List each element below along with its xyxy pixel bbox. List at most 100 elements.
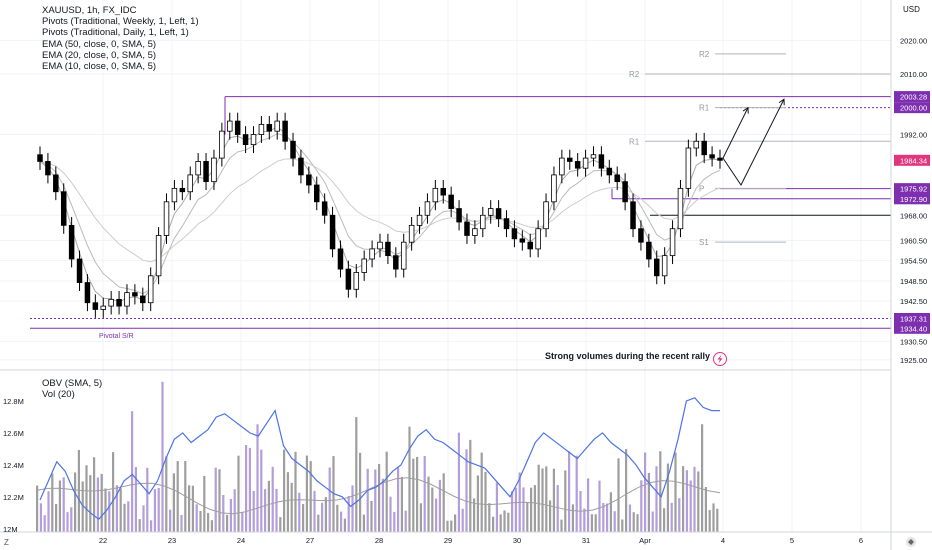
candle-body xyxy=(574,161,581,169)
candle-body xyxy=(298,157,304,176)
volume-bar xyxy=(359,452,362,532)
volume-bar xyxy=(256,424,259,532)
volume-bar xyxy=(511,491,514,532)
volume-bar xyxy=(659,451,662,532)
volume-bar xyxy=(587,478,590,532)
volume-bar xyxy=(36,485,39,532)
legend-ema-10[interactable]: EMA (10, close, 0, SMA, 5) xyxy=(42,61,157,73)
arrow-head xyxy=(742,106,749,114)
candle-body xyxy=(195,161,201,176)
symbol-title[interactable]: XAUUSD, 1h, FX_IDC xyxy=(42,5,137,16)
candle-body xyxy=(464,221,470,236)
volume-bar xyxy=(537,464,540,532)
legend-ema-50[interactable]: EMA (50, close, 0, SMA, 5) xyxy=(42,38,157,50)
legend-weekly-pivots[interactable]: Pivots (Traditional, Weekly, 1, Left, 1) xyxy=(42,16,199,28)
volume-bar xyxy=(583,508,586,532)
candle-body xyxy=(124,292,130,307)
volume-bar xyxy=(655,466,658,532)
candle-body xyxy=(108,298,114,307)
volume-bar xyxy=(423,455,426,532)
volume-bar xyxy=(298,492,301,532)
volume-bar xyxy=(663,508,666,532)
legend-daily-pivots[interactable]: Pivots (Traditional, Daily, 1, Left, 1) xyxy=(42,27,189,39)
candle-body xyxy=(179,187,186,193)
legend-vol[interactable]: Vol (20) xyxy=(42,389,75,401)
volume-bar xyxy=(81,481,84,532)
candle-body xyxy=(598,154,605,169)
tradingview-logo[interactable] xyxy=(906,537,916,547)
price-axis[interactable]: 2020.00 2010.00 1992.00 1968.00 1960.50 1954.… xyxy=(900,36,927,365)
price-badge-text: 1937.31 xyxy=(900,315,927,324)
volume-bar xyxy=(488,503,491,532)
volume-bar xyxy=(678,498,681,532)
candle-body xyxy=(567,157,573,162)
candle-body xyxy=(606,167,613,176)
volume-bar xyxy=(55,503,58,532)
lightning-icon[interactable] xyxy=(713,352,727,366)
candle-body xyxy=(440,187,447,196)
price-badge xyxy=(894,102,930,114)
volume-bars xyxy=(35,381,721,532)
candle-body xyxy=(171,187,178,203)
volume-bar xyxy=(195,504,198,532)
price-badge xyxy=(894,91,930,103)
volume-bar xyxy=(549,500,552,532)
volume-bar xyxy=(188,485,191,532)
volume-bar xyxy=(336,504,339,532)
volume-bar xyxy=(393,511,396,532)
volume-bar xyxy=(70,507,73,532)
volume-bar xyxy=(442,473,445,532)
legend-ema-20[interactable]: EMA (20, close, 0, SMA, 5) xyxy=(42,49,157,61)
volume-bar xyxy=(400,476,403,532)
candle-body xyxy=(432,187,439,203)
volume-bar xyxy=(408,426,411,532)
volume-bar xyxy=(271,466,274,532)
time-axis[interactable]: 22 23 24 27 28 29 30 31 Apr 4 5 6 xyxy=(99,536,863,545)
volume-bar xyxy=(716,508,719,532)
candle-body xyxy=(274,120,280,132)
candle-body xyxy=(163,201,170,236)
volume-bar xyxy=(169,509,172,532)
volume-bar xyxy=(218,469,221,532)
candle-body xyxy=(456,208,462,223)
legend-obv[interactable]: OBV (SMA, 5) xyxy=(42,378,103,389)
volume-bar xyxy=(697,471,700,532)
candle-body xyxy=(250,134,257,146)
candle-body xyxy=(76,258,83,283)
volume-tick: 12M xyxy=(3,525,18,534)
volume-bar xyxy=(499,514,502,532)
volume-bar xyxy=(617,458,620,532)
volume-bar xyxy=(632,512,635,532)
candle-body xyxy=(590,154,597,159)
candle-body xyxy=(622,181,628,203)
volume-axis[interactable]: 12.8M 12.6M 12.4M 12.2M 12M xyxy=(3,397,24,534)
candle-body xyxy=(519,238,526,243)
volume-bar xyxy=(404,510,407,532)
volume-bar xyxy=(495,482,498,532)
pivot-lines: R2 R2 R1 R1 P S1 xyxy=(629,50,891,247)
pivot-label: R1 xyxy=(629,137,640,146)
candle-body xyxy=(717,157,723,161)
volume-bar xyxy=(66,512,69,532)
volume-bar xyxy=(321,502,324,532)
candle-body xyxy=(630,201,636,230)
timezone-toggle[interactable]: Z xyxy=(4,538,9,547)
volume-bar xyxy=(229,498,232,532)
candle-body xyxy=(369,248,375,260)
volume-bar xyxy=(427,476,430,532)
volume-bar xyxy=(134,467,137,532)
volume-bar xyxy=(43,515,46,532)
volume-bar xyxy=(85,465,88,532)
volume-bar xyxy=(328,467,331,532)
volume-bar xyxy=(598,480,601,532)
volume-bar xyxy=(701,424,704,532)
candle-body xyxy=(116,298,122,307)
volume-bar xyxy=(628,504,631,532)
volume-bar xyxy=(556,485,559,532)
volume-bar xyxy=(89,475,92,532)
price-badge-text: 2003.28 xyxy=(900,93,927,102)
volume-bar xyxy=(419,503,422,532)
volume-bar xyxy=(165,456,168,532)
volume-bar xyxy=(473,498,476,532)
